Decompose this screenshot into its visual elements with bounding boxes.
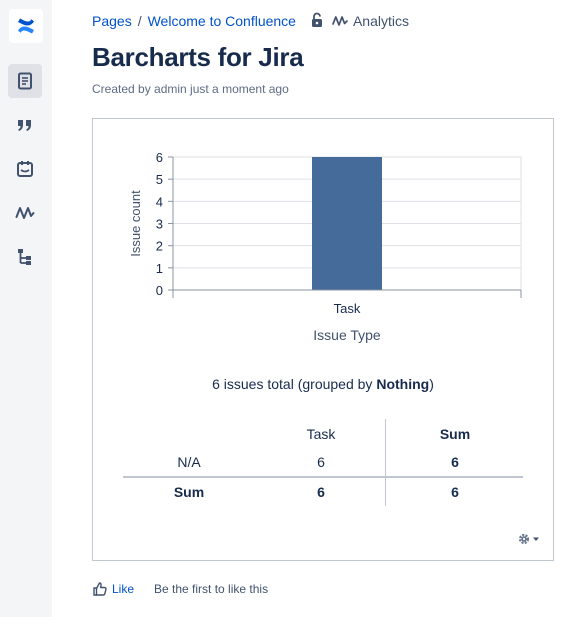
like-row: Like Be the first to like this: [92, 581, 268, 597]
analytics-icon: [15, 207, 35, 219]
analytics-link[interactable]: Analytics: [332, 13, 409, 29]
barchart-macro: 0 1 2 3 4 5 6 Task Issue Type Issue count 6 issue…: [92, 118, 554, 561]
sidebar-item-page-tree[interactable]: [8, 240, 42, 274]
breadcrumb-welcome[interactable]: Welcome to Confluence: [147, 13, 296, 29]
y-tick-label: 2: [156, 239, 163, 254]
page-byline: Created by admin just a moment ago: [92, 82, 289, 96]
issue-bar-chart: 0 1 2 3 4 5 6 Task Issue Type Issue count: [128, 150, 522, 343]
thumbs-up-icon: [93, 582, 107, 596]
left-sidebar: [0, 0, 52, 617]
like-label: Like: [112, 582, 135, 596]
y-tick-label: 4: [156, 194, 163, 209]
breadcrumb-pages[interactable]: Pages: [92, 13, 132, 29]
sidebar-item-calendar[interactable]: [8, 152, 42, 186]
stats-total-task: 6: [317, 484, 325, 500]
analytics-label: Analytics: [352, 13, 409, 29]
stats-header-sum: Sum: [439, 426, 471, 442]
summary-prefix: 6 issues total (grouped by: [212, 376, 377, 392]
y-tick-label: 6: [156, 150, 163, 165]
summary-group: Nothing: [376, 376, 430, 392]
sidebar-item-pages[interactable]: [8, 64, 42, 98]
bar: [312, 157, 382, 290]
stats-row-task: 6: [317, 454, 325, 470]
x-tick-label: Task: [334, 301, 361, 316]
like-button[interactable]: Like: [92, 581, 134, 597]
y-tick-label: 3: [156, 217, 163, 232]
stats-row-label: N/A: [177, 454, 201, 470]
like-status-text: Be the first to like this: [154, 582, 269, 596]
stats-row-divider: [123, 476, 523, 478]
unlock-icon[interactable]: [310, 12, 324, 31]
y-tick-label: 0: [156, 283, 163, 298]
chevron-down-icon: [533, 537, 539, 541]
y-axis-label: Issue count: [128, 190, 143, 257]
stats-column-divider: [385, 419, 386, 506]
x-axis-label: Issue Type: [313, 327, 381, 343]
page-icon: [18, 72, 32, 90]
page-title: Barcharts for Jira: [92, 42, 304, 72]
stats-total-label: Sum: [173, 484, 205, 500]
quote-icon: [18, 120, 31, 131]
sidebar-item-analytics[interactable]: [8, 196, 42, 230]
stats-row-sum: 6: [451, 454, 459, 470]
breadcrumb-separator: /: [137, 13, 142, 29]
chart-summary: 6 issues total (grouped by Nothing): [93, 376, 553, 392]
y-tick-label: 5: [156, 172, 163, 187]
stats-header-task: Task: [306, 426, 336, 442]
confluence-logo[interactable]: [9, 9, 43, 43]
breadcrumb: Pages / Welcome to Confluence Analytics: [92, 12, 409, 30]
y-tick-label: 1: [156, 261, 163, 276]
calendar-icon: [17, 161, 33, 177]
confluence-logo-icon: [18, 18, 34, 34]
macro-settings-menu[interactable]: [517, 532, 541, 546]
summary-suffix: ): [429, 376, 434, 392]
gear-icon: [518, 533, 530, 545]
analytics-icon: [332, 16, 348, 26]
stats-total-sum: 6: [451, 484, 459, 500]
tree-icon: [18, 249, 31, 265]
sidebar-item-blog[interactable]: [8, 108, 42, 142]
